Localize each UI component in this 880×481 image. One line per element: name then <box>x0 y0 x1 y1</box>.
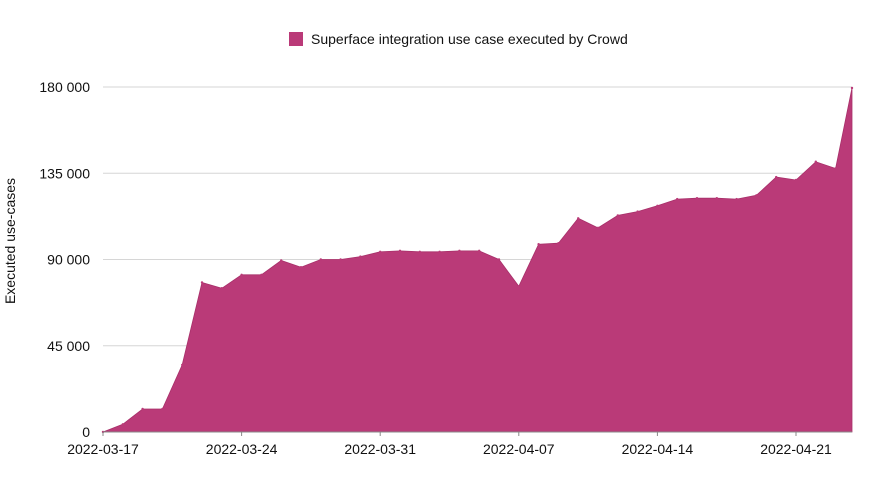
data-point <box>676 197 679 201</box>
data-point <box>596 226 600 230</box>
y-tick-label: 45 000 <box>47 338 90 354</box>
data-point <box>280 259 283 262</box>
y-tick-label: 135 000 <box>39 165 90 181</box>
data-point <box>517 285 520 288</box>
x-tick-label: 2022-04-07 <box>483 441 555 457</box>
x-tick-labels: 2022-03-17 2022-03-24 2022-03-31 2022-04-07… <box>67 432 832 457</box>
data-point <box>458 249 461 253</box>
data-point <box>220 287 223 290</box>
data-point <box>240 273 243 277</box>
data-point <box>161 407 164 411</box>
data-point <box>814 160 817 163</box>
data-point <box>695 196 699 200</box>
data-point <box>200 281 204 284</box>
data-point <box>755 194 758 197</box>
data-point <box>181 363 184 367</box>
legend-label: Superface integration use case executed … <box>311 31 628 47</box>
y-tick-label: 90 000 <box>47 252 90 268</box>
data-point <box>636 210 639 213</box>
data-point <box>478 249 481 253</box>
data-point <box>834 167 837 170</box>
y-tick-label: 180 000 <box>39 79 90 95</box>
data-point <box>577 217 580 220</box>
data-point <box>319 258 322 261</box>
data-point <box>398 249 402 253</box>
data-point <box>850 86 854 90</box>
data-point <box>616 214 619 217</box>
data-point <box>794 178 798 182</box>
data-point <box>359 255 362 258</box>
x-tick-label: 2022-03-17 <box>67 441 139 457</box>
data-point <box>715 196 718 200</box>
x-tick-label: 2022-03-24 <box>206 441 278 457</box>
data-point <box>121 423 125 426</box>
x-tick-label: 2022-04-21 <box>760 441 832 457</box>
data-point <box>656 204 659 208</box>
data-point <box>557 242 560 245</box>
data-point <box>497 258 501 261</box>
y-tick-label: 0 <box>82 424 90 440</box>
data-point <box>141 407 144 411</box>
data-point <box>260 273 263 277</box>
data-point <box>299 265 303 269</box>
legend-swatch <box>289 32 303 46</box>
legend: Superface integration use case executed … <box>289 29 628 49</box>
data-point <box>775 175 778 179</box>
data-point <box>379 250 382 254</box>
data-point <box>339 258 342 261</box>
data-point <box>438 250 441 254</box>
y-tick-labels: 0 45 000 90 000 135 000 180 000 <box>39 79 90 440</box>
x-tick-label: 2022-04-14 <box>622 441 694 457</box>
data-point <box>537 242 540 246</box>
area-series <box>101 86 854 434</box>
data-point <box>735 197 738 201</box>
x-tick-label: 2022-03-31 <box>344 441 416 457</box>
data-point <box>418 250 421 254</box>
